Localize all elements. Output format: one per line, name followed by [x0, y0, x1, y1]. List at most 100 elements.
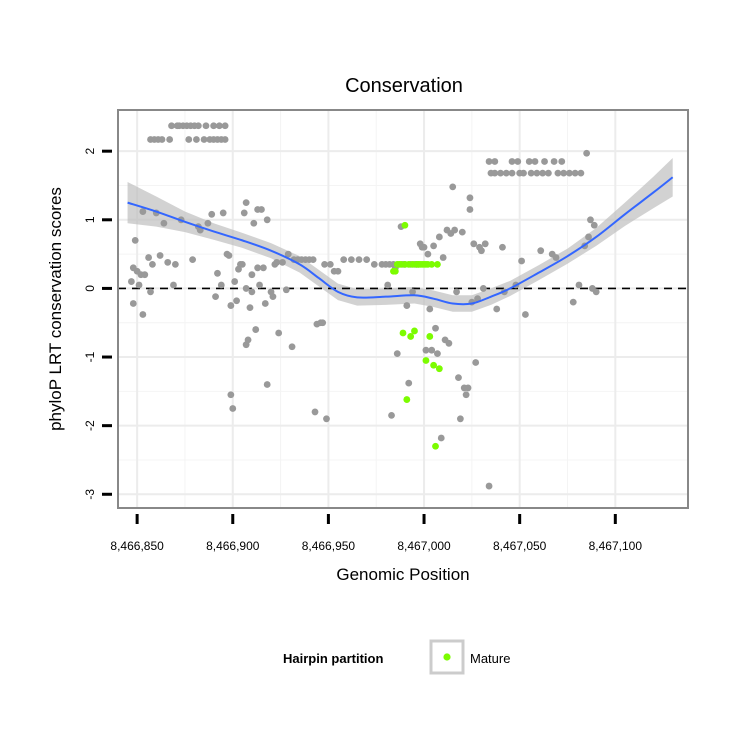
other-point	[250, 219, 258, 227]
other-point	[464, 384, 472, 392]
other-point	[434, 350, 441, 358]
other-point	[210, 122, 218, 130]
other-point	[466, 194, 474, 202]
other-point	[479, 285, 487, 292]
y-tick-label: -3	[83, 489, 97, 500]
mature-point	[432, 442, 439, 450]
other-point	[550, 158, 558, 165]
legend-label-mature: Mature	[470, 651, 510, 666]
other-point	[527, 169, 535, 177]
other-point	[248, 288, 256, 296]
other-point	[263, 216, 271, 224]
other-point	[158, 136, 166, 143]
y-axis: 2 1 0 -1 -2 -3	[83, 148, 112, 500]
other-point	[566, 169, 573, 177]
other-point	[478, 247, 485, 255]
x-tick-label: 8,466,850	[110, 539, 164, 553]
other-point	[214, 269, 221, 277]
mature-point	[401, 221, 409, 229]
other-point	[420, 243, 428, 251]
other-point	[491, 158, 499, 165]
other-point	[323, 415, 330, 423]
other-point	[533, 169, 541, 177]
other-point	[409, 288, 416, 296]
other-point	[405, 379, 413, 387]
other-point	[131, 236, 139, 244]
other-point	[569, 298, 577, 306]
other-point	[227, 302, 235, 309]
other-point	[439, 254, 447, 261]
other-point	[242, 285, 250, 292]
other-point	[219, 209, 227, 217]
mature-point	[435, 365, 443, 373]
other-point	[127, 278, 135, 285]
legend-key-box	[429, 639, 465, 675]
other-point	[499, 243, 506, 251]
other-point	[340, 256, 348, 263]
other-point	[458, 228, 466, 236]
other-point	[229, 405, 237, 412]
other-point	[370, 260, 378, 268]
other-point	[472, 359, 480, 366]
other-point	[135, 281, 143, 289]
other-point	[248, 271, 256, 279]
other-point	[514, 158, 522, 165]
other-point	[238, 260, 246, 268]
other-point	[194, 122, 202, 130]
x-tick-label: 8,467,050	[493, 539, 547, 553]
other-point	[541, 158, 548, 165]
y-tick-label: 1	[83, 216, 97, 223]
mature-point	[399, 329, 407, 337]
other-point	[493, 305, 501, 313]
other-point	[233, 297, 240, 305]
other-point	[256, 281, 263, 289]
other-point	[242, 199, 250, 207]
other-point	[456, 415, 464, 423]
grid-lines	[118, 110, 688, 508]
other-point	[149, 260, 156, 268]
y-tick-label: 0	[83, 285, 97, 292]
x-tick-label: 8,466,950	[302, 539, 356, 553]
other-point	[453, 288, 460, 296]
other-point	[168, 122, 175, 130]
other-point	[525, 158, 533, 165]
other-point	[508, 158, 516, 165]
other-point	[518, 257, 525, 265]
data-points	[127, 122, 600, 490]
other-point	[246, 304, 254, 312]
other-point	[171, 260, 179, 268]
mature-point	[422, 357, 430, 364]
other-point	[221, 122, 229, 130]
other-point	[426, 305, 434, 313]
other-point	[208, 210, 216, 218]
other-point	[164, 258, 172, 266]
y-tick-label: 2	[83, 148, 97, 155]
other-point	[225, 252, 233, 259]
other-point	[288, 343, 296, 351]
other-point	[258, 206, 265, 213]
other-point	[282, 286, 290, 294]
other-point	[269, 293, 277, 301]
x-tick-label: 8,466,900	[206, 539, 260, 553]
y-tick-label: -1	[83, 351, 97, 362]
other-point	[485, 158, 493, 165]
x-axis: 8,466,850 8,466,900 8,466,950 8,467,000 8,46…	[110, 514, 642, 553]
other-point	[319, 319, 327, 327]
other-point	[393, 350, 401, 358]
other-point	[147, 288, 154, 296]
other-point	[334, 267, 342, 275]
other-point	[244, 336, 252, 344]
other-point	[321, 260, 328, 268]
other-point	[170, 281, 177, 289]
other-point	[166, 136, 174, 143]
other-point	[531, 158, 539, 165]
mature-point	[391, 267, 399, 275]
plot-panel	[118, 110, 688, 508]
other-point	[363, 256, 371, 263]
other-point	[139, 311, 147, 318]
mature-point	[407, 333, 415, 340]
other-point	[554, 169, 562, 177]
other-point	[485, 482, 493, 490]
other-point	[200, 136, 208, 143]
